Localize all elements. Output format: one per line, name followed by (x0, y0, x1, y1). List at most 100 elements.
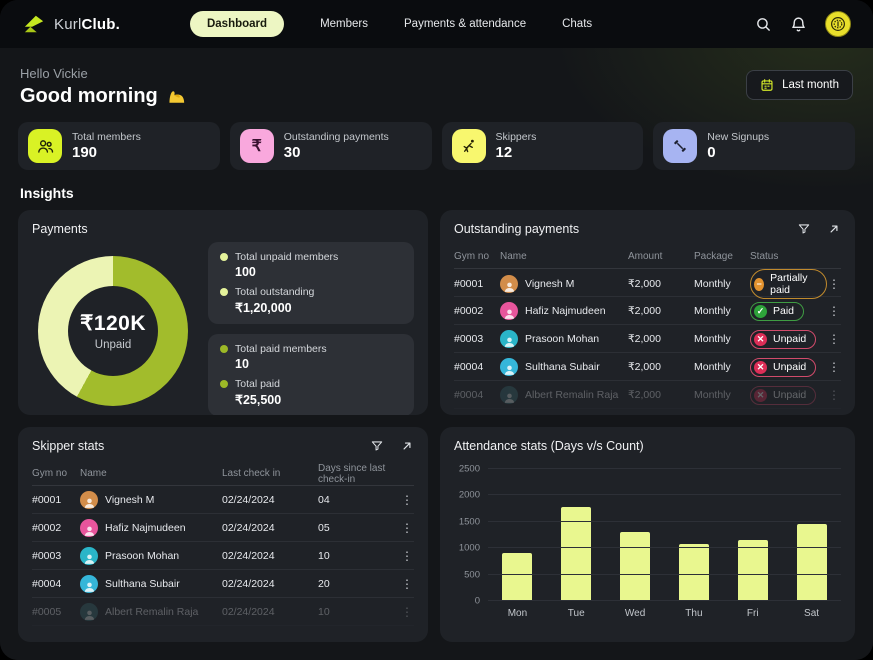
insights-title: Insights (20, 185, 74, 201)
bell-icon[interactable] (790, 16, 807, 33)
outstanding-table: Gym no Name Amount Package Status #0001 … (454, 245, 841, 409)
expand-icon[interactable] (400, 439, 414, 453)
table-row: #0004 Sulthana Subair 02/24/2024 20 ⋮ (32, 570, 414, 598)
gridline (488, 494, 841, 496)
status-badge: ✕ Unpaid (750, 357, 817, 377)
payments-title: Payments (32, 222, 88, 236)
kebab-menu-icon[interactable]: ⋮ (401, 492, 413, 507)
status-badge: − Partially paid (750, 269, 827, 299)
gridline (488, 600, 841, 601)
avatar (500, 385, 518, 404)
kebab-menu-icon[interactable]: ⋮ (828, 331, 840, 346)
nav-item-members[interactable]: Members (320, 18, 368, 30)
bar-thu (678, 544, 709, 601)
x-tick-label: Tue (567, 608, 585, 619)
bar-wed (620, 532, 651, 601)
y-tick-label: 1000 (458, 542, 480, 554)
runner-icon (451, 129, 486, 163)
nav-item-dashboard[interactable]: Dashboard (189, 11, 285, 37)
paid-legend-box: Total paid members 10 Total paid ₹25,500 (208, 334, 414, 415)
logo-mark-icon (24, 15, 44, 33)
period-selector-button[interactable]: Last month (746, 70, 853, 100)
greeting: Hello Vickie Good morning (20, 66, 186, 108)
bars-container (488, 469, 841, 601)
profile-avatar[interactable] (825, 11, 851, 37)
status-badge: ✓ Paid (750, 301, 805, 321)
search-icon[interactable] (755, 16, 772, 33)
insights-grid: Payments ₹120K Unpaid Total unpaid membe… (18, 210, 855, 642)
gridline (488, 468, 841, 469)
table-row: #0002 Hafiz Najmudeen ₹2,000 Monthly ✓ Pa… (454, 297, 841, 325)
bar-sat (796, 524, 827, 601)
kebab-menu-icon[interactable]: ⋮ (828, 277, 840, 291)
x-tick-label: Sat (804, 608, 820, 619)
stat-value: 12 (495, 144, 513, 161)
flexed-biceps-emoji (169, 90, 184, 103)
avatar (80, 546, 98, 565)
nav-item-chats[interactable]: Chats (562, 18, 593, 30)
filter-icon[interactable] (370, 439, 384, 453)
expand-icon[interactable] (827, 222, 841, 236)
table-row: #0004 Sulthana Subair ₹2,000 Monthly ✕ Un… (454, 353, 841, 381)
y-tick-label: 2000 (458, 489, 480, 501)
calendar-icon (761, 79, 773, 91)
rupee-icon: ₹ (239, 129, 274, 163)
kebab-menu-icon[interactable]: ⋮ (828, 387, 840, 402)
skipper-title: Skipper stats (32, 439, 105, 453)
stat-label: Outstanding payments (283, 131, 389, 143)
table-header: Gym no Name Amount Package Status (454, 245, 841, 269)
kebab-menu-icon[interactable]: ⋮ (401, 604, 413, 619)
table-header: Gym no Name Last check in Days since las… (32, 462, 414, 486)
payments-legend: Total unpaid members 100 Total outstandi… (208, 242, 414, 415)
table-row: #0004 Albert Remalin Raja ₹2,000 Monthly… (454, 381, 841, 409)
greeting-message: Good morning (20, 85, 186, 108)
table-row: #0003 Prasoon Mohan 02/24/2024 10 ⋮ (32, 542, 414, 570)
table-row: #0002 Hafiz Najmudeen 02/24/2024 05 ⋮ (32, 514, 414, 542)
attendance-title: Attendance stats (Days v/s Count) (454, 439, 644, 453)
stat-card-new-signups: New Signups 0 (653, 122, 855, 170)
y-tick-label: 500 (464, 569, 480, 581)
y-tick-label: 0 (474, 595, 480, 607)
legend-value: ₹25,500 (235, 393, 282, 407)
x-axis: Mon Tue Wed Thu Fri Sat (488, 608, 841, 619)
donut-center-value: ₹120K (79, 312, 147, 335)
table-row: #0001 Vignesh M 02/24/2024 04 ⋮ (32, 486, 414, 514)
attendance-bar-chart: 0 500 1000 1500 2000 2500 (454, 464, 841, 607)
kebab-menu-icon[interactable]: ⋮ (828, 303, 840, 318)
kebab-menu-icon[interactable]: ⋮ (401, 576, 413, 591)
stat-card-total-members: Total members 190 (18, 122, 220, 170)
kebab-menu-icon[interactable]: ⋮ (828, 359, 840, 374)
attendance-stats-card: Attendance stats (Days v/s Count) 0 500 10… (440, 427, 855, 642)
gridline (488, 573, 841, 575)
legend-dot (220, 345, 228, 353)
stat-label: New Signups (707, 131, 770, 143)
avatar (80, 518, 98, 537)
kebab-menu-icon[interactable]: ⋮ (401, 520, 413, 535)
donut-center-label: Unpaid (94, 339, 132, 351)
table-row: #0005 Albert Remalin Raja 02/24/2024 10 … (32, 598, 414, 626)
outstanding-title: Outstanding payments (454, 222, 580, 236)
skipper-stats-card: Skipper stats Gym no Name Last check in … (18, 427, 428, 642)
payments-donut-chart: ₹120K Unpaid (38, 256, 188, 406)
legend-value: ₹1,20,000 (235, 301, 292, 315)
stat-value: 0 (707, 144, 716, 161)
payments-card: Payments ₹120K Unpaid Total unpaid membe… (18, 210, 428, 415)
gridline (488, 520, 841, 522)
kebab-menu-icon[interactable]: ⋮ (401, 548, 413, 563)
filter-icon[interactable] (797, 222, 811, 236)
stat-label: Total members (72, 131, 141, 143)
legend-label: Total outstanding (235, 286, 315, 298)
outstanding-payments-card: Outstanding payments Gym no Name Amount … (440, 210, 855, 415)
avatar (500, 275, 518, 293)
stat-value: 30 (283, 144, 301, 161)
topbar: KurlClub. Dashboard Members Payments & a… (0, 0, 873, 48)
legend-dot (220, 253, 228, 261)
greeting-row: Hello Vickie Good morning Last month (20, 66, 853, 108)
stats-row: Total members 190 ₹ Outstanding payments… (18, 122, 855, 170)
brand-name: KurlClub. (54, 15, 120, 33)
gridline (488, 547, 841, 549)
x-tick-label: Thu (685, 608, 703, 619)
nav-item-payments-attendance[interactable]: Payments & attendance (404, 18, 527, 30)
x-tick-label: Fri (746, 608, 759, 619)
main-content: Hello Vickie Good morning Last month (0, 48, 873, 660)
